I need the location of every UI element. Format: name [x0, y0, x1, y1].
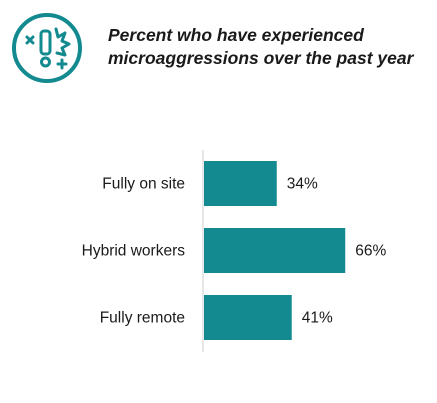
chart-header: Percent who have experienced microaggres…	[0, 0, 437, 110]
category-label: Fully on site	[102, 176, 185, 193]
bar-fully-remote	[204, 295, 292, 340]
category-label: Fully remote	[100, 310, 185, 327]
bar-fully-on-site	[204, 161, 277, 206]
chart-title: Percent who have experienced microaggres…	[108, 24, 428, 70]
bar-hybrid-workers	[204, 228, 346, 273]
bar-chart: Fully on site 34% Hybrid workers 66% Fully r…	[82, 150, 386, 352]
value-label: 66%	[355, 243, 386, 260]
category-label: Hybrid workers	[82, 243, 186, 260]
chart-title-line-2: microaggressions over the past year	[108, 48, 414, 68]
value-label: 41%	[302, 310, 333, 327]
chart-title-line-1: Percent who have experienced	[108, 25, 364, 45]
value-label: 34%	[287, 176, 318, 193]
alert-burst-icon	[10, 11, 84, 85]
